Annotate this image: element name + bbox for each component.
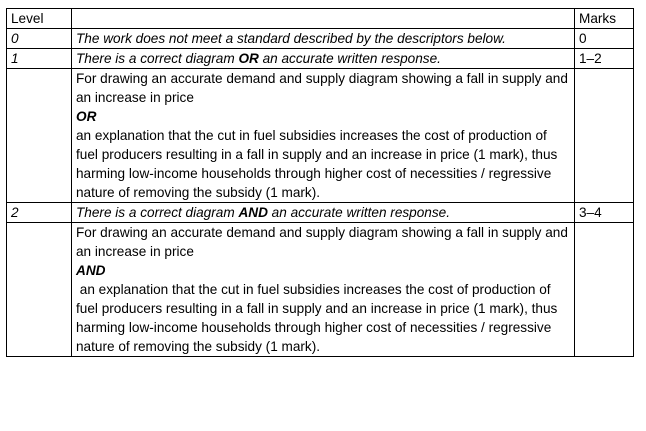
level-1-cell: 1 [6, 48, 72, 69]
table-row-level-1: 1 There is a correct diagram OR an accur… [6, 48, 634, 69]
table-row-level-2-guidance: For drawing an accurate demand and suppl… [6, 222, 634, 357]
header-marks: Marks [574, 8, 634, 29]
level-2-cell: 2 [6, 202, 72, 223]
level-2-guidance-marks-empty [574, 222, 634, 357]
level-2-descriptor-key: AND [238, 205, 268, 220]
level-2-guidance-diagram: For drawing an accurate demand and suppl… [76, 225, 568, 259]
level-1-descriptor: There is a correct diagram OR an accurat… [71, 48, 575, 69]
level-2-guidance-connector: AND [76, 263, 106, 278]
level-2-marks: 3–4 [574, 202, 634, 223]
level-1-guidance-explanation: an explanation that the cut in fuel subs… [76, 128, 558, 200]
level-2-descriptor-post: an accurate written response. [267, 205, 450, 220]
table-header-row: Level Marks [6, 8, 634, 29]
level-1-guidance-marks-empty [574, 68, 634, 203]
level-0-marks: 0 [574, 28, 634, 49]
markscheme-container: Level Marks 0 The work does not meet a s… [6, 8, 634, 357]
level-2-descriptor-pre: There is a correct diagram [76, 205, 239, 220]
level-1-guidance-diagram: For drawing an accurate demand and suppl… [76, 71, 568, 105]
header-level: Level [6, 8, 72, 29]
level-1-descriptor-key: OR [238, 51, 259, 66]
level-2-guidance-empty [6, 222, 72, 357]
level-0-descriptor: The work does not meet a standard descri… [71, 28, 575, 49]
level-1-descriptor-pre: There is a correct diagram [76, 51, 239, 66]
level-0-cell: 0 [6, 28, 72, 49]
level-2-descriptor: There is a correct diagram AND an accura… [71, 202, 575, 223]
level-1-marks: 1–2 [574, 48, 634, 69]
markscheme-table: Level Marks 0 The work does not meet a s… [6, 8, 634, 357]
table-row-level-1-guidance: For drawing an accurate demand and suppl… [6, 68, 634, 203]
level-1-guidance-empty [6, 68, 72, 203]
table-row-level-0: 0 The work does not meet a standard desc… [6, 28, 634, 49]
level-1-guidance-connector: OR [76, 109, 97, 124]
level-1-descriptor-post: an accurate written response. [258, 51, 441, 66]
level-2-guidance-explanation: an explanation that the cut in fuel subs… [76, 282, 562, 354]
table-row-level-2: 2 There is a correct diagram AND an accu… [6, 202, 634, 223]
level-2-guidance: For drawing an accurate demand and suppl… [71, 222, 575, 357]
header-description [71, 8, 575, 29]
level-1-guidance: For drawing an accurate demand and suppl… [71, 68, 575, 203]
